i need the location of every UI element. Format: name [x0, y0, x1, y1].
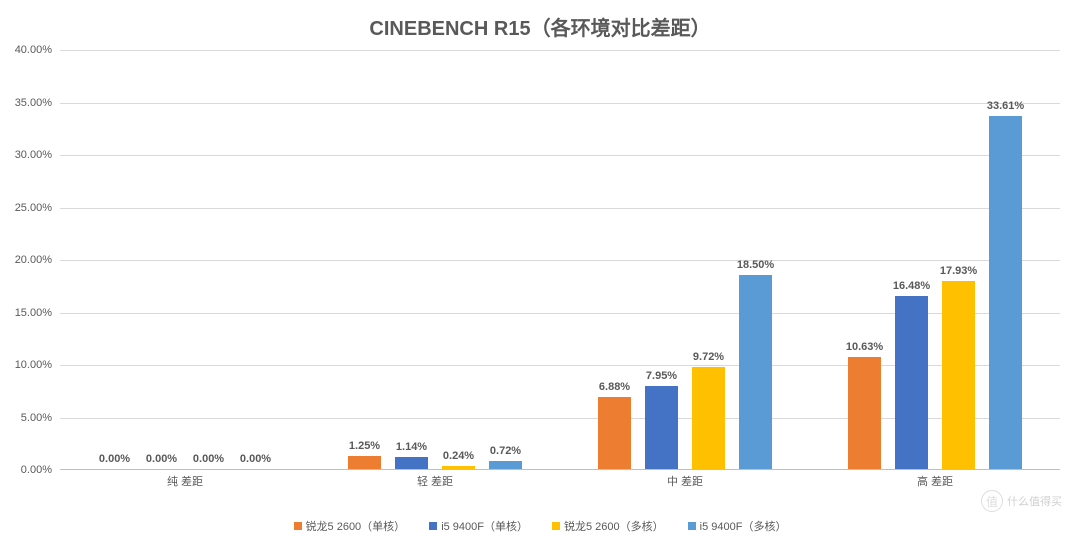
bar — [489, 461, 522, 469]
bar — [989, 116, 1022, 469]
bar — [645, 386, 678, 469]
data-label: 1.14% — [396, 441, 427, 453]
legend-item: i5 9400F（单核） — [429, 518, 528, 534]
data-label: 1.25% — [349, 440, 380, 452]
bar — [739, 275, 772, 469]
data-label: 0.72% — [490, 445, 521, 457]
gridline — [60, 208, 1060, 209]
legend-swatch — [688, 522, 696, 530]
watermark-badge: 值 — [981, 490, 1003, 512]
legend-label: 锐龙5 2600（单核） — [306, 518, 406, 534]
bar — [848, 357, 881, 469]
legend: 锐龙5 2600（单核） i5 9400F（单核） 锐龙5 2600（多核） i5 9… — [0, 518, 1080, 534]
y-axis-label: 20.00% — [2, 254, 52, 266]
data-label: 0.00% — [146, 453, 177, 465]
legend-item: 锐龙5 2600（多核） — [552, 518, 664, 534]
data-label: 17.93% — [940, 265, 977, 277]
data-label: 9.72% — [693, 351, 724, 363]
bar — [692, 367, 725, 469]
bar — [395, 457, 428, 469]
y-axis-label: 25.00% — [2, 202, 52, 214]
y-axis-label: 15.00% — [2, 307, 52, 319]
y-axis-label: 30.00% — [2, 149, 52, 161]
gridline — [60, 50, 1060, 51]
legend-swatch — [429, 522, 437, 530]
data-label: 18.50% — [737, 259, 774, 271]
y-axis-label: 5.00% — [2, 412, 52, 424]
legend-swatch — [552, 522, 560, 530]
legend-label: i5 9400F（多核） — [700, 518, 787, 534]
y-axis-label: 10.00% — [2, 359, 52, 371]
data-label: 6.88% — [599, 381, 630, 393]
legend-item: i5 9400F（多核） — [688, 518, 787, 534]
y-axis-label: 35.00% — [2, 97, 52, 109]
x-axis-label: 纯 差距 — [167, 473, 203, 489]
x-axis-label: 中 差距 — [667, 473, 703, 489]
x-axis-label: 轻 差距 — [417, 473, 453, 489]
legend-label: 锐龙5 2600（多核） — [564, 518, 664, 534]
data-label: 33.61% — [987, 100, 1024, 112]
gridline — [60, 260, 1060, 261]
watermark: 值 什么值得买 — [981, 490, 1062, 512]
data-label: 0.00% — [193, 453, 224, 465]
bar — [942, 281, 975, 469]
bar — [442, 466, 475, 469]
plot-area: 0.00%5.00%10.00%15.00%20.00%25.00%30.00%… — [60, 50, 1060, 470]
y-axis-label: 40.00% — [2, 44, 52, 56]
bar — [598, 397, 631, 469]
watermark-text: 什么值得买 — [1007, 493, 1062, 509]
data-label: 7.95% — [646, 370, 677, 382]
data-label: 10.63% — [846, 341, 883, 353]
chart-container: CINEBENCH R15（各环境对比差距） 0.00%5.00%10.00%1… — [0, 0, 1080, 542]
bar — [895, 296, 928, 469]
gridline — [60, 155, 1060, 156]
data-label: 0.24% — [443, 450, 474, 462]
y-axis-label: 0.00% — [2, 464, 52, 476]
data-label: 0.00% — [99, 453, 130, 465]
x-axis-label: 高 差距 — [917, 473, 953, 489]
legend-label: i5 9400F（单核） — [441, 518, 528, 534]
chart-title: CINEBENCH R15（各环境对比差距） — [0, 12, 1080, 41]
data-label: 16.48% — [893, 280, 930, 292]
gridline — [60, 103, 1060, 104]
legend-swatch — [294, 522, 302, 530]
data-label: 0.00% — [240, 453, 271, 465]
legend-item: 锐龙5 2600（单核） — [294, 518, 406, 534]
bar — [348, 456, 381, 469]
